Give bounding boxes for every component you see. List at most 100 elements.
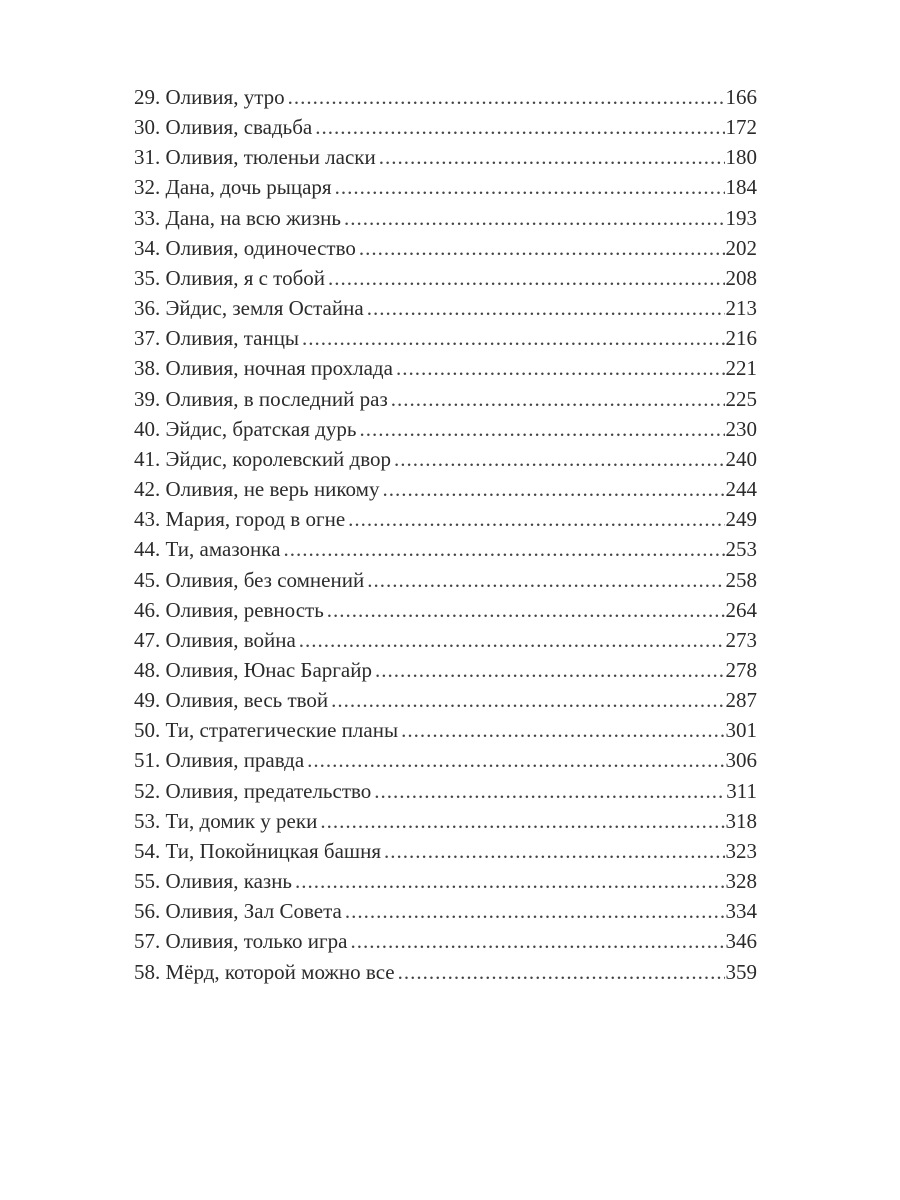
dot-leader (299, 625, 725, 655)
chapter-title: 34. Оливия, одиночество (134, 235, 356, 260)
toc-entry: 40. Эйдис, братская дурь 230 (134, 414, 757, 444)
dot-leader (283, 534, 724, 564)
chapter-title: 57. Оливия, только игра (134, 929, 348, 954)
page-number: 323 (725, 838, 758, 863)
page-number: 180 (725, 145, 758, 170)
chapter-title: 39. Оливия, в последний раз (134, 386, 388, 411)
dot-leader (344, 203, 725, 233)
page-number: 278 (725, 657, 758, 682)
toc-entry: 51. Оливия, правда 306 (134, 745, 757, 775)
dot-leader (328, 263, 725, 293)
chapter-title: 30. Оливия, свадьба (134, 115, 313, 140)
chapter-title: 55. Оливия, казнь (134, 869, 293, 894)
toc-entry: 34. Оливия, одиночество 202 (134, 233, 757, 263)
page-number: 328 (725, 869, 758, 894)
page-number: 172 (725, 115, 758, 140)
dot-leader (327, 595, 725, 625)
toc-entry: 58. Мёрд, которой можно все 359 (134, 957, 757, 987)
toc-entry: 42. Оливия, не верь никому 244 (134, 474, 757, 504)
page-number: 273 (725, 627, 758, 652)
toc-entry: 33. Дана, на всю жизнь 193 (134, 203, 757, 233)
page-number: 249 (725, 507, 758, 532)
chapter-title: 47. Оливия, война (134, 627, 296, 652)
dot-leader (396, 353, 725, 383)
dot-leader (367, 565, 724, 595)
chapter-title: 51. Оливия, правда (134, 748, 305, 773)
dot-leader (359, 233, 725, 263)
page-number: 166 (725, 85, 758, 109)
chapter-title: 56. Оливия, Зал Совета (134, 899, 342, 924)
dot-leader (307, 745, 724, 775)
dot-leader (379, 142, 725, 172)
page-number: 264 (725, 597, 758, 622)
page-number: 334 (725, 899, 758, 924)
dot-leader (394, 444, 724, 474)
toc-entry: 56. Оливия, Зал Совета 334 (134, 896, 757, 926)
dot-leader (302, 323, 724, 353)
toc-entry: 53. Ти, домик у реки 318 (134, 806, 757, 836)
page-number: 213 (725, 296, 758, 321)
chapter-title: 49. Оливия, весь твой (134, 688, 329, 713)
toc-entry: 46. Оливия, ревность 264 (134, 595, 757, 625)
table-of-contents: 29. Оливия, утро 166 30. Оливия, свадьба 17… (134, 82, 757, 987)
dot-leader (320, 806, 724, 836)
chapter-title: 45. Оливия, без сомнений (134, 567, 365, 592)
toc-entry: 30. Оливия, свадьба 172 (134, 112, 757, 142)
dot-leader (335, 172, 725, 202)
dot-leader (374, 776, 725, 806)
dot-leader (384, 836, 725, 866)
page-number: 216 (725, 326, 758, 351)
dot-leader (331, 685, 724, 715)
dot-leader (382, 474, 724, 504)
chapter-title: 36. Эйдис, земля Остайна (134, 296, 364, 321)
chapter-title: 58. Мёрд, которой можно все (134, 959, 395, 984)
toc-entry: 39. Оливия, в последний раз 225 (134, 384, 757, 414)
chapter-title: 50. Ти, стратегические планы (134, 718, 399, 743)
toc-entry: 52. Оливия, предательство 311 (134, 776, 757, 806)
chapter-title: 43. Мария, город в огне (134, 507, 346, 532)
dot-leader (288, 82, 725, 112)
toc-entry: 57. Оливия, только игра 346 (134, 926, 757, 956)
toc-entry: 31. Оливия, тюленьи ласки 180 (134, 142, 757, 172)
chapter-title: 32. Дана, дочь рыцаря (134, 175, 332, 200)
chapter-title: 41. Эйдис, королевский двор (134, 446, 392, 471)
dot-leader (315, 112, 724, 142)
dot-leader (375, 655, 725, 685)
page-number: 193 (725, 205, 758, 230)
chapter-title: 54. Ти, Покойницкая башня (134, 838, 381, 863)
page-number: 244 (725, 477, 758, 502)
dot-leader (295, 866, 724, 896)
page-number: 230 (725, 416, 758, 441)
page-number: 225 (725, 386, 758, 411)
chapter-title: 46. Оливия, ревность (134, 597, 324, 622)
page-number: 258 (725, 567, 758, 592)
toc-entry: 47. Оливия, война 273 (134, 625, 757, 655)
chapter-title: 44. Ти, амазонка (134, 537, 281, 562)
page-number: 318 (725, 808, 758, 833)
dot-leader (391, 384, 725, 414)
page-number: 221 (725, 356, 758, 381)
chapter-title: 52. Оливия, предательство (134, 778, 372, 803)
chapter-title: 33. Дана, на всю жизнь (134, 205, 341, 230)
toc-entry: 41. Эйдис, королевский двор 240 (134, 444, 757, 474)
chapter-title: 38. Оливия, ночная прохлада (134, 356, 393, 381)
toc-entry: 55. Оливия, казнь 328 (134, 866, 757, 896)
chapter-title: 42. Оливия, не верь никому (134, 477, 380, 502)
toc-entry: 29. Оливия, утро 166 (134, 82, 757, 112)
page-number: 253 (725, 537, 758, 562)
toc-entry: 37. Оливия, танцы 216 (134, 323, 757, 353)
page-number: 346 (725, 929, 758, 954)
toc-entry: 32. Дана, дочь рыцаря 184 (134, 172, 757, 202)
page-number: 359 (725, 959, 758, 984)
dot-leader (350, 926, 724, 956)
dot-leader (367, 293, 725, 323)
toc-entry: 44. Ти, амазонка 253 (134, 534, 757, 564)
page-number: 301 (725, 718, 758, 743)
dot-leader (348, 504, 724, 534)
toc-entry: 38. Оливия, ночная прохлада 221 (134, 353, 757, 383)
page-number: 184 (725, 175, 758, 200)
toc-entry: 49. Оливия, весь твой 287 (134, 685, 757, 715)
page-number: 306 (725, 748, 758, 773)
toc-entry: 36. Эйдис, земля Остайна 213 (134, 293, 757, 323)
page-number: 202 (725, 235, 758, 260)
